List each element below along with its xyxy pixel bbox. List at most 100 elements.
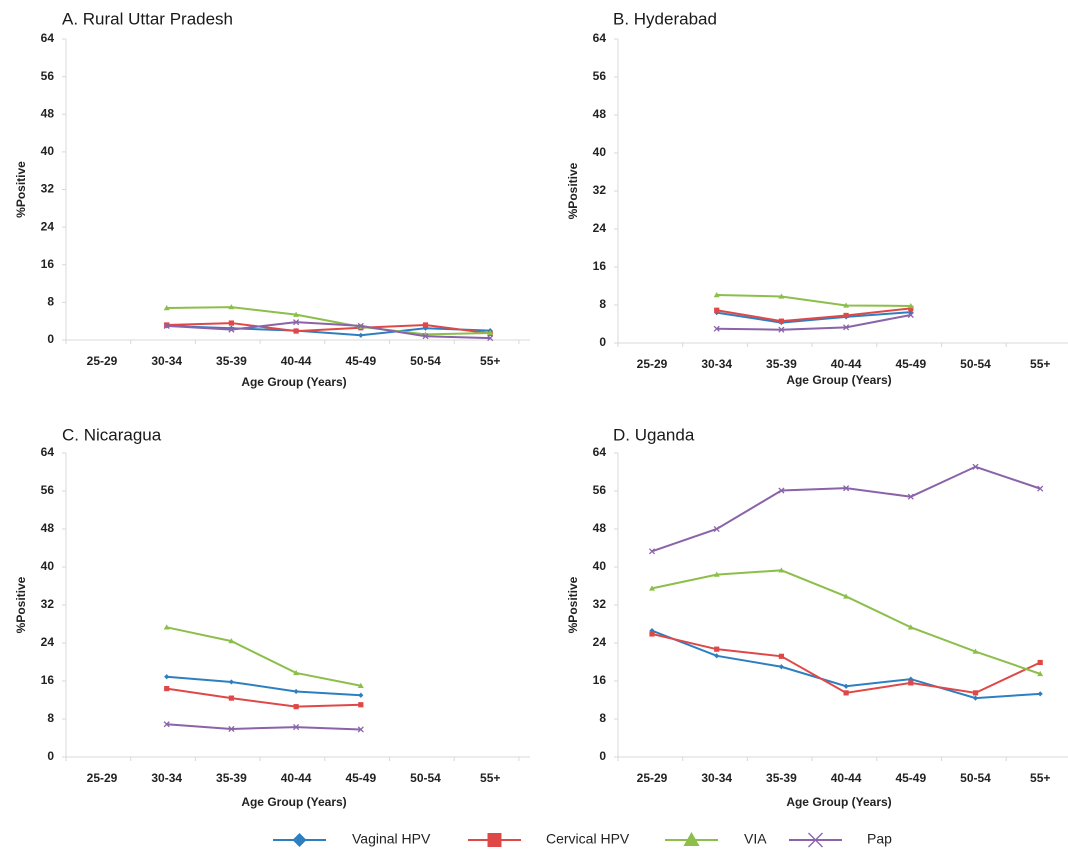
series-via [713,292,914,309]
series-line [716,311,911,324]
data-point [843,485,850,492]
data-point [228,326,235,333]
x-tick-label: 30-34 [151,771,182,785]
data-point [778,318,784,324]
data-point [163,721,170,728]
data-point [713,525,720,533]
legend-label: VIA [744,831,767,847]
series-line [651,465,1041,553]
chart-panel-4: D. Uganda 0 8 16 24 32 40 48 56 64 25-29 30-34 35-39… [566,425,1068,809]
data-point [357,322,364,329]
data-point [357,682,364,688]
data-point [778,487,785,494]
data-point [163,305,170,311]
data-point [843,324,850,331]
y-tick-label: 48 [41,521,55,535]
y-tick-label: 32 [593,183,607,197]
data-point [843,690,849,696]
data-point [228,638,235,644]
y-tick-label: 0 [47,749,54,763]
y-tick-label: 64 [593,445,607,459]
x-tick-label: 35-39 [766,357,797,371]
series-via [649,567,1044,677]
data-point [163,624,170,630]
data-point [163,322,170,329]
x-tick-label: 50-54 [960,357,991,371]
data-point [714,307,720,313]
y-axis-label: %Positive [14,161,28,218]
x-tick-label: 45-49 [895,357,926,371]
legend-marker [292,833,307,847]
x-tick-label: 55+ [1030,771,1050,785]
data-point [843,312,849,319]
data-point [713,292,720,298]
data-point [713,325,720,332]
chart-title: C. Nicaragua [62,425,162,444]
data-point [293,311,300,317]
x-tick-label: 25-29 [637,357,668,371]
legend: Vaginal HPV Cervical HPV VIA Pap [273,831,892,848]
legend-item: Vaginal HPV [273,831,431,847]
data-point [487,335,494,342]
y-tick-label: 48 [593,107,607,121]
series-line [166,321,491,340]
y-tick-label: 64 [41,445,55,459]
chart-title: A. Rural Uttar Pradesh [62,9,233,28]
y-tick-label: 0 [47,332,54,346]
legend-item: VIA [665,831,767,847]
x-tick-label: 55+ [480,771,500,785]
series-line [166,626,361,687]
y-tick-label: 32 [593,597,607,611]
data-point [907,624,914,630]
x-tick-label: 25-29 [637,771,668,785]
x-tick-label: 55+ [1030,357,1050,371]
data-point [358,702,364,708]
y-tick-label: 40 [593,559,607,573]
x-tick-label: 45-49 [345,354,376,368]
y-tick-label: 48 [41,106,55,120]
y-tick-label: 0 [599,335,606,349]
data-point [778,653,784,659]
y-tick-label: 24 [41,635,55,649]
data-point [907,302,914,309]
series-pap [648,463,1044,555]
x-axis-label: Age Group (Years) [786,795,891,809]
data-point [908,676,914,682]
x-tick-label: 25-29 [87,771,118,785]
legend-marker [808,832,823,848]
data-point [1037,659,1043,666]
data-point [358,692,364,698]
y-tick-label: 24 [593,221,607,235]
y-tick-label: 56 [593,483,607,497]
data-point [907,493,914,500]
x-tick-label: 35-39 [216,354,247,368]
y-axis-label: %Positive [566,576,580,633]
y-tick-label: 24 [41,219,55,233]
y-tick-label: 40 [41,144,55,158]
y-tick-label: 40 [41,559,55,573]
y-tick-label: 0 [599,749,606,763]
x-tick-label: 45-49 [895,771,926,785]
series-line [716,313,911,331]
legend-item: Pap [789,831,892,848]
chart-panel-3: C. Nicaragua 0 8 16 24 32 40 48 56 64 25-29 30-34 35… [14,425,530,809]
y-axis-label: %Positive [14,576,28,633]
data-point [778,567,785,573]
x-tick-label: 30-34 [701,357,732,371]
x-axis-label: Age Group (Years) [241,795,346,809]
series-line [166,324,491,337]
legend-item: Cervical HPV [468,831,630,847]
series-line [166,675,361,697]
data-point [714,646,720,652]
series-vaginal-hpv [649,628,1043,701]
data-point [843,302,850,308]
series-line [716,307,911,323]
x-tick-label: 50-54 [410,771,441,785]
data-point [164,686,170,692]
chart-panel-1: A. Rural Uttar Pradesh 0 8 16 24 32 40 48 56 64 25… [14,9,530,389]
y-tick-label: 24 [593,635,607,649]
series-line [166,322,491,335]
series-cervical-hpv [649,631,1043,696]
y-tick-label: 16 [593,673,607,687]
